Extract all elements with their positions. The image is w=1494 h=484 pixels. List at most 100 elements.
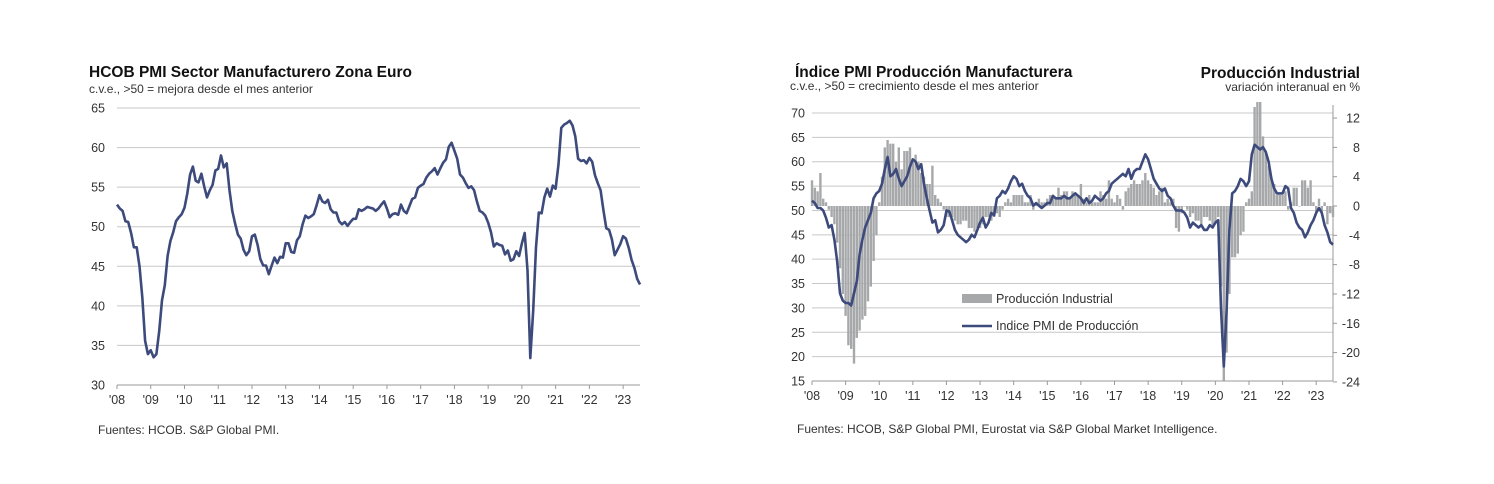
ip-bar xyxy=(1076,195,1080,206)
ip-bar xyxy=(1001,206,1004,210)
x-tick-label: '13 xyxy=(278,393,294,407)
ip-bar xyxy=(1163,202,1167,206)
ip-bar xyxy=(878,202,881,206)
y-right-tick-label: -20 xyxy=(1342,346,1360,360)
ip-bar xyxy=(1228,206,1231,294)
ip-bar xyxy=(1102,195,1105,206)
x-tick-label: '22 xyxy=(1274,389,1290,403)
ip-bar xyxy=(1309,180,1312,206)
ip-bar xyxy=(855,206,858,338)
ip-bar xyxy=(1194,206,1197,221)
ip-bar xyxy=(836,206,839,243)
ip-bar xyxy=(920,173,923,206)
ip-bar xyxy=(936,198,940,206)
ip-bar xyxy=(953,206,957,221)
ip-bar xyxy=(1203,206,1206,217)
ip-bar xyxy=(1090,202,1094,206)
ip-bar xyxy=(1037,198,1041,206)
ip-bar xyxy=(1012,195,1015,206)
ip-bar xyxy=(1222,206,1225,381)
ip-bar xyxy=(869,206,872,287)
ip-bar xyxy=(1242,206,1245,232)
ip-bar xyxy=(1188,206,1192,217)
x-tick-label: '16 xyxy=(379,393,395,407)
ip-bar xyxy=(1152,187,1155,206)
x-tick-label: '19 xyxy=(480,393,496,407)
ip-bar xyxy=(1211,206,1214,228)
ip-bar xyxy=(1275,195,1279,206)
ip-bar xyxy=(948,206,951,217)
ip-bar xyxy=(1060,195,1063,206)
x-tick-label: '21 xyxy=(1241,389,1257,403)
y-right-tick-label: 4 xyxy=(1353,170,1360,184)
ip-bar xyxy=(1225,206,1228,353)
ip-bar xyxy=(967,206,971,228)
ip-bar xyxy=(1197,206,1200,221)
ip-bar xyxy=(1099,191,1102,206)
y-right-tick-label: -4 xyxy=(1349,229,1360,243)
ip-bar xyxy=(1233,206,1237,258)
ip-bar xyxy=(1236,206,1239,254)
pmi-output-line xyxy=(811,143,1334,368)
ip-bar xyxy=(1287,206,1290,210)
ip-bar xyxy=(1051,195,1055,206)
ip-bar xyxy=(872,206,875,261)
ip-bar xyxy=(1301,180,1304,206)
ip-bar xyxy=(833,206,836,225)
x-tick-label: '13 xyxy=(972,389,988,403)
ip-bar xyxy=(1323,202,1326,206)
y-left-tick-label: 70 xyxy=(791,107,805,121)
ip-bar xyxy=(1166,198,1169,206)
ip-bar xyxy=(1029,195,1032,206)
x-tick-label: '12 xyxy=(244,393,260,407)
ip-bar xyxy=(1219,206,1223,287)
y-left-tick-label: 20 xyxy=(791,350,805,364)
ip-bar xyxy=(841,206,844,294)
ip-bar xyxy=(1155,195,1158,206)
ip-bar xyxy=(1116,195,1119,206)
ip-bar xyxy=(908,147,912,206)
ip-bar xyxy=(962,206,965,221)
ip-bar xyxy=(914,154,917,206)
ip-bar xyxy=(1231,206,1234,258)
y-right-tick-label: 12 xyxy=(1346,112,1360,126)
ip-bar xyxy=(956,206,959,225)
ip-bar xyxy=(1174,206,1178,228)
y-left-tick-label: 55 xyxy=(791,180,805,194)
ip-bar xyxy=(934,195,937,206)
ip-bar xyxy=(1239,206,1242,236)
y-right-tick-label: -8 xyxy=(1349,258,1360,272)
ip-bar xyxy=(1026,202,1029,206)
ip-bar xyxy=(1141,180,1144,206)
ip-bar xyxy=(1180,206,1183,214)
ip-bar xyxy=(889,143,892,206)
ip-bar xyxy=(1032,206,1035,210)
ip-bar xyxy=(1130,184,1133,206)
x-tick-label: '23 xyxy=(615,393,631,407)
ip-bar xyxy=(1183,206,1186,207)
x-tick-label: '14 xyxy=(311,393,327,407)
y-tick-label: 45 xyxy=(91,260,105,274)
chart1-title: HCOB PMI Sector Manufacturero Zona Euro xyxy=(89,64,412,81)
ip-bar xyxy=(880,176,884,206)
ip-bar xyxy=(822,198,825,206)
ip-bar xyxy=(1253,107,1256,206)
ip-bar xyxy=(1082,198,1085,206)
ip-bar xyxy=(1093,202,1097,206)
ip-bar xyxy=(1312,202,1315,206)
ip-bar xyxy=(1270,176,1273,206)
ip-bar xyxy=(1015,195,1018,206)
x-tick-label: '09 xyxy=(143,393,159,407)
y-tick-label: 40 xyxy=(91,299,105,313)
ip-bar xyxy=(1326,206,1329,225)
y-tick-label: 35 xyxy=(91,339,105,353)
x-tick-label: '20 xyxy=(1207,389,1223,403)
ip-bar xyxy=(1245,202,1248,206)
y-left-tick-label: 45 xyxy=(791,228,805,242)
ip-bar xyxy=(1018,195,1021,206)
chart2-subtitle: c.v.e., >50 = crecimiento desde el mes a… xyxy=(790,79,1039,93)
ip-bar xyxy=(1068,198,1071,206)
chart1-source: Fuentes: HCOB. S&P Global PMI. xyxy=(98,423,280,437)
x-tick-label: '15 xyxy=(345,393,361,407)
x-tick-label: '08 xyxy=(804,389,820,403)
